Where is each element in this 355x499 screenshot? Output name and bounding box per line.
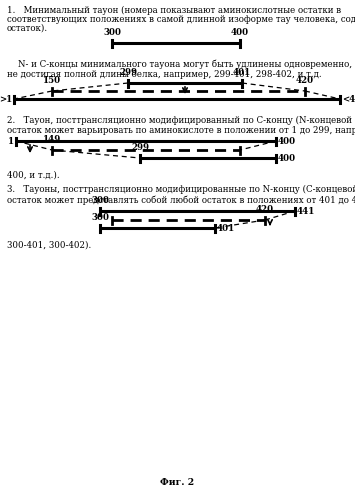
Text: 441: 441 [297,207,315,216]
Text: 400: 400 [278,154,296,163]
Text: 3.   Тауоны, посттрансляционно модифицированные по N-концу (С-концевой: 3. Тауоны, посттрансляционно модифициров… [7,185,355,194]
Text: <441: <441 [342,94,355,103]
Text: Фиг. 2: Фиг. 2 [160,478,194,487]
Text: 149: 149 [43,135,61,144]
Text: 300: 300 [91,213,109,222]
Text: соответствующих положениях в самой длинной изоформе тау человека, содержащей 441: соответствующих положениях в самой длинн… [7,15,355,24]
Text: 299: 299 [131,143,149,152]
Text: 299: 299 [119,68,137,77]
Text: 1: 1 [8,137,14,146]
Text: N- и С-концы минимального тауона могут быть удлинены одновременно, однако,: N- и С-концы минимального тауона могут б… [7,59,355,68]
Text: 150: 150 [43,76,61,85]
Text: >1: >1 [0,94,12,103]
Text: 400: 400 [278,137,296,146]
Text: 1.   Минимальный тауон (номера показывают аминокислотные остатки в: 1. Минимальный тауон (номера показывают … [7,6,341,15]
Text: 401: 401 [233,68,251,77]
Text: 2.   Тауон, посттрансляционно модифицированный по С-концу (N-концевой: 2. Тауон, посттрансляционно модифицирова… [7,116,352,125]
Text: 400: 400 [231,28,249,37]
Text: 400, и т.д.).: 400, и т.д.). [7,171,60,180]
Text: 420: 420 [296,76,314,85]
Text: 300: 300 [91,196,109,205]
Text: не достигая полной длины белка, например, 299-401, 298-402, и т.д.: не достигая полной длины белка, например… [7,69,322,78]
Text: 300: 300 [103,28,121,37]
Text: остаток).: остаток). [7,24,48,33]
Text: 401: 401 [217,224,235,233]
Text: 420: 420 [256,205,274,214]
Text: остаток может представлять собой любой остаток в положениях от 401 до 441, напри: остаток может представлять собой любой о… [7,195,355,205]
Text: остаток может варьировать по аминокислоте в положении от 1 до 299, например, 2-4: остаток может варьировать по аминокислот… [7,126,355,135]
Text: 300-401, 300-402).: 300-401, 300-402). [7,241,91,250]
